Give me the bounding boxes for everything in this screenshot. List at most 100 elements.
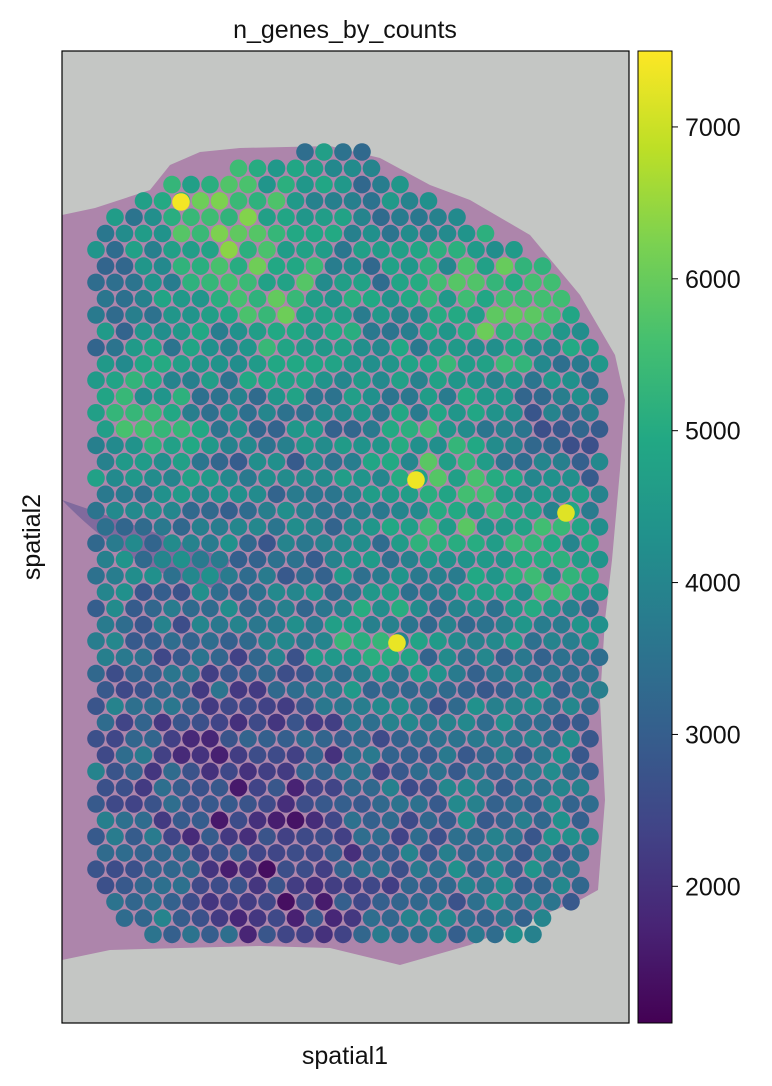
spot: [115, 713, 134, 732]
spot: [144, 241, 162, 259]
spot: [182, 208, 200, 226]
spot: [191, 355, 210, 373]
spot: [106, 599, 124, 618]
spot: [400, 355, 419, 373]
spot: [239, 175, 257, 194]
spot: [96, 746, 115, 764]
highlight-spot: [407, 471, 425, 489]
colorbar-ticks: 2000 3000 4000 5000 6000 7000: [672, 114, 741, 901]
spot: [296, 827, 314, 846]
spot: [571, 387, 590, 406]
spot: [334, 795, 352, 813]
spot: [172, 909, 191, 927]
spot: [286, 257, 305, 275]
spot: [258, 208, 276, 226]
spot: [372, 501, 390, 520]
spot: [201, 534, 219, 552]
spot: [324, 648, 343, 667]
spot: [229, 518, 248, 536]
spot: [353, 860, 371, 878]
spot: [505, 306, 523, 324]
spot: [191, 681, 210, 699]
spot: [381, 681, 400, 699]
spot: [163, 827, 181, 846]
spot: [239, 501, 257, 520]
spot: [457, 387, 476, 406]
spot: [220, 306, 238, 324]
spot: [524, 827, 542, 846]
spot: [362, 811, 381, 830]
spot: [353, 827, 371, 846]
spot: [87, 469, 105, 487]
spot: [210, 355, 229, 373]
spot: [543, 469, 561, 487]
spot: [248, 159, 267, 178]
spot: [153, 550, 172, 569]
spot: [267, 615, 286, 634]
spot: [486, 664, 504, 683]
spot: [381, 420, 400, 438]
spot: [400, 746, 419, 764]
spot: [334, 827, 352, 846]
spot: [163, 925, 181, 944]
spot: [239, 632, 257, 650]
spot: [476, 289, 495, 308]
spot: [391, 762, 409, 781]
spot: [486, 795, 504, 813]
spot: [115, 550, 134, 569]
spot: [524, 860, 542, 878]
spot: [182, 599, 200, 618]
spot: [296, 404, 314, 422]
spot: [220, 371, 238, 390]
spot: [229, 746, 248, 764]
spot: [125, 338, 143, 357]
spot: [353, 632, 371, 650]
spot: [343, 778, 362, 797]
spot: [391, 860, 409, 878]
spot: [457, 420, 476, 438]
spot: [448, 208, 466, 226]
spot: [267, 355, 286, 373]
spot: [334, 338, 352, 357]
spot: [296, 501, 314, 520]
spot: [286, 289, 305, 308]
spot: [467, 404, 485, 422]
spot: [296, 795, 314, 813]
spot: [381, 550, 400, 569]
spot: [362, 289, 381, 308]
spot: [315, 534, 333, 552]
spot: [581, 404, 599, 422]
spot: [248, 289, 267, 308]
spot: [391, 925, 409, 944]
spot: [258, 404, 276, 422]
spot: [590, 387, 609, 406]
spot: [571, 420, 590, 438]
spot: [410, 762, 428, 781]
spot: [248, 681, 267, 699]
spot: [562, 795, 580, 813]
spot: [571, 615, 590, 634]
spot: [191, 583, 210, 601]
spot: [514, 289, 533, 308]
spot: [296, 664, 314, 683]
spot: [343, 681, 362, 699]
spot: [277, 893, 295, 911]
spot: [220, 827, 238, 846]
spot: [239, 697, 257, 715]
spot: [125, 827, 143, 846]
spot: [220, 730, 238, 748]
spot: [467, 567, 485, 585]
spot: [476, 322, 495, 341]
spot: [419, 909, 438, 927]
spot: [239, 762, 257, 781]
spot: [286, 550, 305, 569]
spot: [182, 925, 200, 944]
spot: [267, 876, 286, 895]
spot: [410, 306, 428, 324]
spot: [324, 778, 343, 797]
spot: [381, 746, 400, 764]
spot: [153, 713, 172, 732]
spot: [353, 436, 371, 455]
spot: [410, 860, 428, 878]
spot: [505, 469, 523, 487]
